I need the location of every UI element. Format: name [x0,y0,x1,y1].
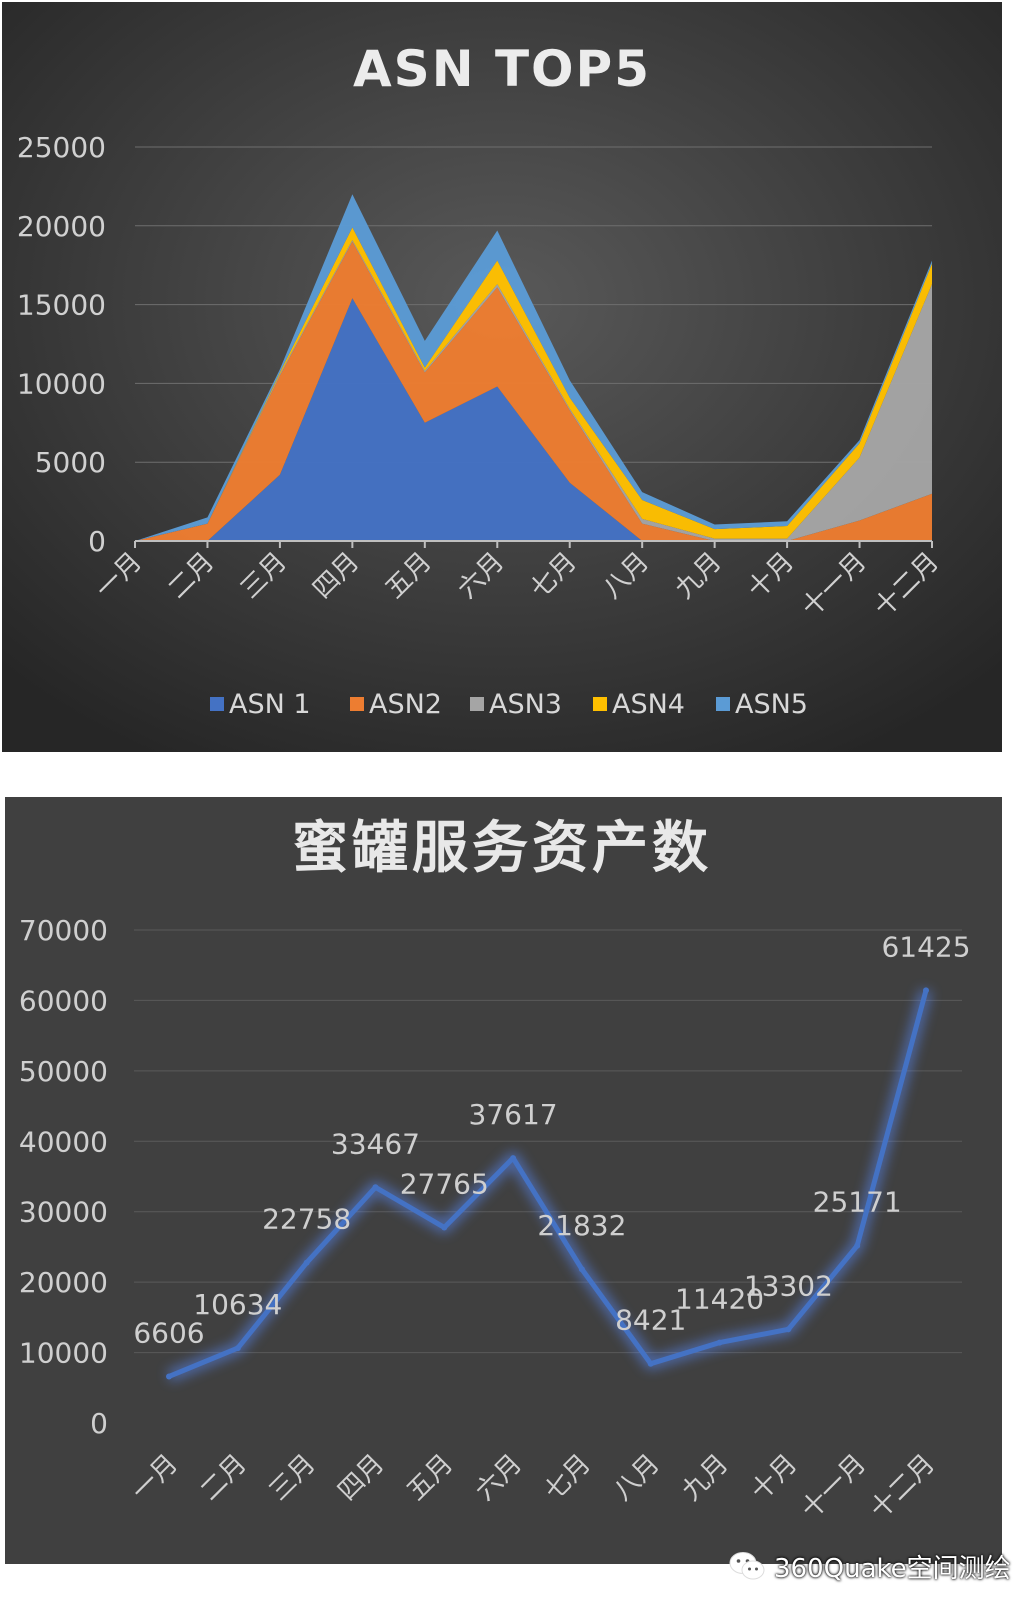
data-label: 27765 [400,1167,489,1200]
data-label: 61425 [881,930,970,963]
y-tick-label: 30000 [19,1196,108,1229]
data-point [441,1224,448,1231]
legend-swatch [716,697,730,711]
data-label: 13302 [744,1269,833,1302]
data-point [510,1155,517,1162]
legend-swatch [470,697,484,711]
data-point [854,1242,861,1249]
legend-swatch [350,697,364,711]
legend-label: ASN4 [612,689,685,720]
y-tick-label: 40000 [19,1125,108,1158]
y-tick-label: 5000 [35,446,106,479]
data-point [716,1339,723,1346]
data-point [234,1345,241,1352]
y-tick-label: 0 [88,525,106,558]
y-tick-label: 25000 [17,131,106,164]
data-label: 10634 [193,1288,282,1321]
watermark: 360Quake空间测绘 [728,1546,1011,1586]
area-series-5 [135,194,932,541]
y-tick-label: 20000 [19,1266,108,1299]
legend-label: ASN 1 [229,689,311,720]
honeypot-assets-chart: 蜜罐服务资产数 0 10000 20000 30000 40000 50000 60000 70… [0,797,1030,1606]
data-point [647,1360,654,1367]
legend-label: ASN2 [369,689,442,720]
y-tick-label: 10000 [19,1337,108,1370]
asn-top5-svg: ASN TOP50500010000150002000025000一月 二月 三月四… [2,2,1002,752]
legend-swatch [593,697,607,711]
legend-swatch [210,697,224,711]
y-tick-label: 70000 [19,914,108,947]
data-label: 22758 [262,1203,351,1236]
data-point [578,1266,585,1273]
data-label: 25171 [813,1186,902,1219]
wechat-icon [729,1552,765,1580]
data-point [166,1373,172,1380]
data-point [785,1326,792,1333]
data-label: 33467 [331,1127,420,1160]
data-label: 11420 [675,1283,764,1316]
data-label: 8421 [615,1304,686,1337]
y-tick-label: 0 [90,1407,108,1440]
y-tick-label: 15000 [17,289,106,322]
chart-background [5,797,1002,1564]
data-point [303,1259,310,1266]
legend-label: ASN5 [735,689,808,720]
data-label: 6606 [133,1316,204,1349]
area-series-2 [135,241,932,541]
watermark-text: 360Quake空间测绘 [774,1553,1011,1584]
data-point [923,987,929,994]
y-tick-label: 20000 [17,210,106,243]
chart-title: 蜜罐服务资产数 [292,816,712,881]
asn-top5-chart: ASN TOP5 0 5000 10000 15000 20000 25000 一月 二月 三月四… [0,0,1030,775]
area-series-3 [135,239,932,541]
area-series-1 [135,298,932,541]
y-tick-label: 10000 [17,367,106,400]
data-point [372,1184,379,1191]
data-label: 37617 [469,1098,558,1131]
legend-label: ASN3 [489,689,562,720]
y-tick-label: 60000 [19,984,108,1017]
honeypot-assets-svg: 蜜罐服务资产数 0 10000 20000 30000 40000 50000 60000 70… [5,797,1002,1564]
y-tick-label: 50000 [19,1055,108,1088]
data-label: 21832 [537,1209,626,1242]
chart-title: ASN TOP5 [353,40,651,98]
series-line [166,987,929,1379]
